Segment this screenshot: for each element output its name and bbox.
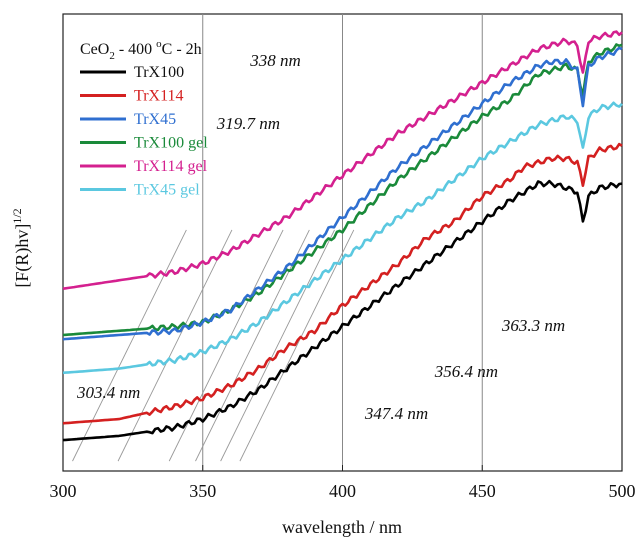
tangent-line [195, 229, 310, 462]
x-ticks: 300 350 400 450 500 [50, 465, 636, 501]
series-group [62, 30, 623, 442]
annotation-label: 338 nm [249, 51, 301, 70]
tangent-line [220, 229, 335, 462]
tangent-line [117, 229, 233, 462]
legend-items: TrX100 TrX114 TrX45 TrX100 gel TrX114 gel TrX… [80, 64, 208, 199]
y-axis-title: [F(R)hv]1/2 [10, 208, 33, 287]
x-tick-label: 300 [50, 481, 77, 501]
annotation-label: 356.4 nm [434, 362, 498, 381]
legend: CeO2 - 400 oC - 2h TrX100TrX114TrX45TrX1… [80, 38, 208, 199]
annotation-label: 347.4 nm [364, 404, 428, 423]
x-axis-title: wavelength / nm [282, 517, 402, 537]
x-tick-label: 350 [189, 481, 216, 501]
annotation-label: 319.7 nm [216, 114, 280, 133]
legend-label: TrX114 [134, 88, 184, 105]
annotation-label: 303.4 nm [76, 383, 140, 402]
x-tick-label: 500 [609, 481, 636, 501]
gridlines [202, 14, 483, 471]
tangent-line [168, 229, 284, 462]
series-line-trx100-gel [62, 43, 623, 337]
tangent-line [72, 229, 187, 462]
x-tick-label: 400 [329, 481, 356, 501]
legend-label: TrX100 gel [134, 135, 208, 152]
tangent-line [239, 229, 355, 462]
series-line-trx114-gel [62, 30, 623, 290]
annotations: 338 nm 319.7 nm 303.4 nm 363.3 nm 356.4 nm 34… [76, 51, 565, 423]
legend-label: TrX45 gel [134, 182, 200, 199]
legend-label: TrX45 [134, 111, 176, 128]
series-line-trx45 [62, 46, 623, 341]
series-line-trx100 [62, 179, 623, 442]
x-tick-label: 450 [469, 481, 496, 501]
series-line-trx45-gel [62, 101, 623, 375]
tangent-lines [72, 229, 355, 462]
legend-title: CeO2 - 400 oC - 2h [80, 38, 202, 62]
legend-label: TrX100 [134, 64, 184, 81]
legend-label: TrX114 gel [134, 158, 208, 175]
series-line-trx114 [62, 142, 623, 425]
annotation-label: 363.3 nm [501, 316, 565, 335]
